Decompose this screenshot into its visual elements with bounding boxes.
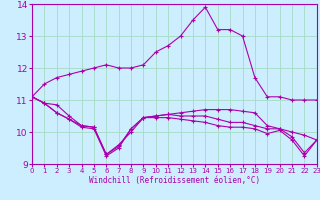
- X-axis label: Windchill (Refroidissement éolien,°C): Windchill (Refroidissement éolien,°C): [89, 176, 260, 185]
